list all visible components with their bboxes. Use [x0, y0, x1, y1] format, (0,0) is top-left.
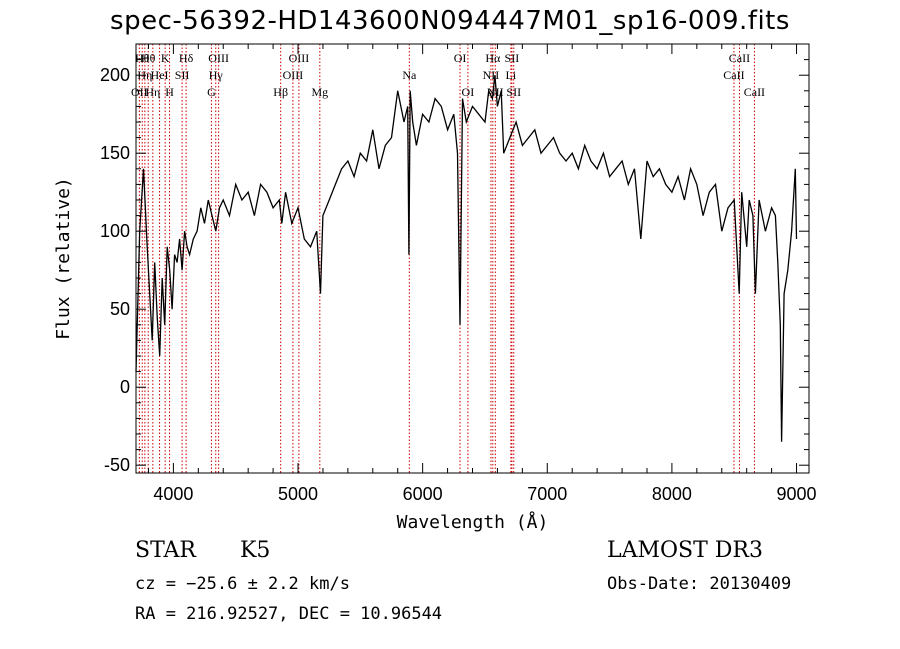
line-label: CaII [723, 68, 744, 82]
line-label: Mg [311, 85, 328, 99]
y-axis-label: Flux (relative) [53, 177, 74, 340]
y-tick-label: 50 [110, 299, 130, 319]
x-axis: 4000 5000 6000 7000 8000 9000 [147, 44, 817, 504]
line-label: HeI [151, 68, 169, 82]
x-tick-label: 7000 [527, 484, 567, 504]
obs-date: Obs-Date: 20130409 [607, 574, 792, 594]
spectrum-line [135, 75, 798, 442]
chart-title: spec-56392-HD143600N094447M01_sp16-009.f… [110, 6, 790, 36]
line-label: CaII [729, 51, 750, 65]
line-label: Hη [145, 85, 160, 99]
line-label: SII [175, 68, 190, 82]
line-label: Hθ [141, 51, 156, 65]
y-axis: -50 0 50 100 150 200 [100, 59, 809, 475]
redshift-info: cz = −25.6 ± 2.2 km/s [135, 574, 350, 594]
line-markers [138, 44, 755, 473]
line-label: Hα [485, 51, 501, 65]
line-labels: OIIHθHηHθHηHeIKHSIIHδGHγOIIIHβOIIIOIIIMg… [131, 51, 765, 99]
line-label: K [161, 51, 170, 65]
plot-frame [135, 43, 810, 474]
line-label: OI [462, 85, 475, 99]
x-tick-label: 9000 [777, 484, 817, 504]
line-label: Na [402, 68, 417, 82]
object-subclass: K5 [240, 538, 271, 563]
line-label: Li [506, 68, 517, 82]
line-label: Hδ [179, 51, 194, 65]
y-tick-label: 0 [120, 377, 130, 397]
survey-name: LAMOST DR3 [607, 538, 763, 563]
x-tick-label: 8000 [652, 484, 692, 504]
line-label: Hγ [209, 68, 224, 82]
line-label: OI [454, 51, 467, 65]
y-tick-label: 100 [100, 221, 130, 241]
x-tick-label: 6000 [403, 484, 443, 504]
line-label: CaII [744, 85, 765, 99]
x-tick-label: 5000 [278, 484, 318, 504]
x-axis-label: Wavelength (Å) [397, 511, 549, 533]
line-label: Hβ [273, 85, 288, 99]
line-label: SII [505, 51, 520, 65]
line-label: Hθ [135, 51, 150, 65]
y-tick-label: 200 [100, 65, 130, 85]
x-tick-label: 4000 [153, 484, 193, 504]
line-label: OIII [283, 68, 304, 82]
y-tick-label: 150 [100, 143, 130, 163]
line-label: OIII [289, 51, 310, 65]
line-label: OII [131, 85, 148, 99]
line-label: H [165, 85, 174, 99]
object-class: STAR [135, 538, 196, 563]
line-label: SII [506, 85, 521, 99]
coordinates: RA = 216.92527, DEC = 10.96544 [135, 604, 443, 624]
line-label: G [207, 85, 216, 99]
y-tick-label: -50 [104, 455, 130, 475]
line-label: NII [483, 68, 500, 82]
line-label: OIII [208, 51, 229, 65]
